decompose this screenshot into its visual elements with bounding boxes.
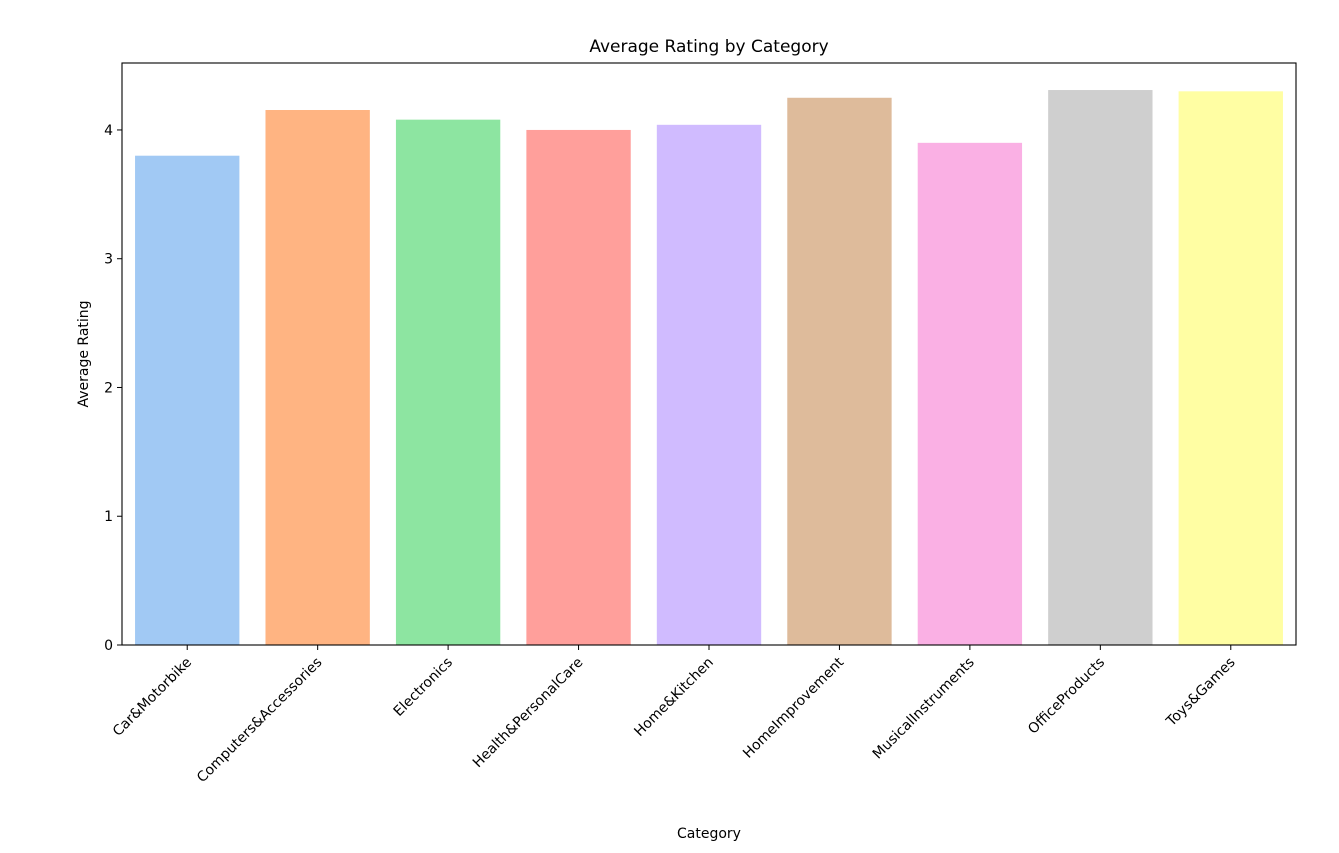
bar-officeproducts [1048, 90, 1153, 646]
x-tick-label: Computers&Accessories [194, 655, 325, 786]
x-tick-label: Health&PersonalCare [470, 655, 587, 772]
bar-electronics [395, 119, 501, 646]
bar-musicalinstruments [917, 142, 1023, 646]
bars-group [135, 90, 1283, 646]
bar-health-personalcare [526, 129, 631, 645]
bar-toys-games [1178, 91, 1283, 645]
y-tick-label: 0 [104, 638, 113, 654]
x-tick-label: OfficeProducts [1025, 655, 1108, 738]
x-tick-label: Car&Motorbike [110, 655, 195, 740]
plot-frame [121, 62, 1297, 646]
y-tick-label: 4 [104, 123, 113, 139]
y-axis-label: Average Rating [76, 300, 92, 407]
x-tick-label: HomeImprovement [740, 654, 848, 762]
x-axis-label: Category [677, 826, 741, 842]
bar-home-kitchen [656, 124, 762, 646]
x-axis: Car&Motorbike Computers&Accessories Electr… [110, 645, 1239, 786]
y-tick-label: 1 [104, 509, 113, 525]
bar-car-motorbike [135, 155, 240, 646]
x-tick-label: Home&Kitchen [631, 655, 716, 740]
y-tick-label: 3 [104, 252, 113, 268]
x-tick-label: Toys&Games [1163, 655, 1239, 731]
bar-computers-accessories [265, 109, 370, 645]
x-tick-label: Electronics [391, 655, 456, 720]
bar-homeimprovement [787, 97, 892, 645]
chart-title: Average Rating by Category [589, 37, 828, 57]
y-axis: 0 1 2 3 4 [104, 123, 122, 654]
x-tick-label: MusicalInstruments [870, 655, 978, 763]
y-tick-label: 2 [104, 380, 113, 396]
